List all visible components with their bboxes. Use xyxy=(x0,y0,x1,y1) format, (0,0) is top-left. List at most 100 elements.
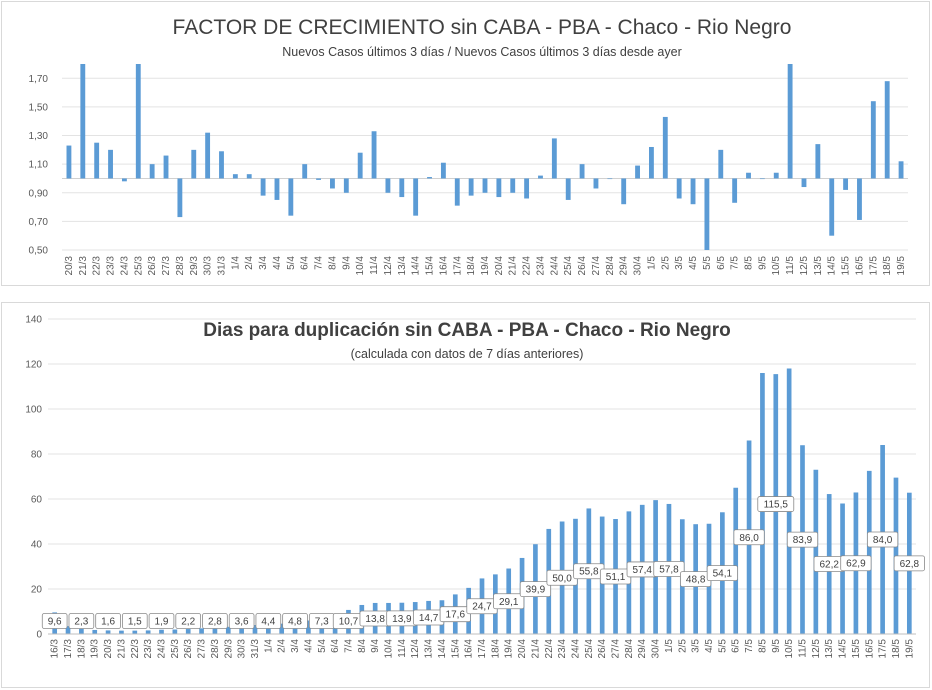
x-tick-label: 21/3 xyxy=(78,256,89,276)
x-tick-label: 25/3 xyxy=(170,639,181,659)
y-tick-label: 80 xyxy=(31,450,43,461)
data-label-box xyxy=(867,531,899,548)
x-tick-label: 13/4 xyxy=(397,256,408,276)
bar xyxy=(510,178,516,193)
x-tick-label: 12/5 xyxy=(799,256,810,276)
x-tick-label: 4/5 xyxy=(704,639,715,653)
chart-title: Dias para duplicación sin CABA - PBA - C… xyxy=(203,320,731,341)
bar xyxy=(306,620,311,634)
growth-factor-chart: FACTOR DE CRECIMIENTO sin CABA - PBA - C… xyxy=(29,16,908,276)
x-tick-label: 13/5 xyxy=(824,639,835,659)
x-tick-label: 19/3 xyxy=(90,639,101,659)
x-tick-label: 17/4 xyxy=(477,639,488,659)
bar xyxy=(132,630,138,634)
x-tick-label: 13/5 xyxy=(813,256,824,276)
x-tick-label: 29/4 xyxy=(637,639,648,659)
x-tick-label: 24/4 xyxy=(549,256,560,276)
bar xyxy=(524,178,530,199)
bar xyxy=(246,174,252,179)
data-label: 55,8 xyxy=(579,567,599,578)
x-tick-label: 6/4 xyxy=(300,256,311,270)
y-tick-label: 1,30 xyxy=(29,131,49,142)
data-label: 2,8 xyxy=(208,617,222,628)
bar xyxy=(371,131,377,179)
data-label-box xyxy=(493,593,525,610)
data-label-box xyxy=(175,613,202,629)
x-tick-label: 15/4 xyxy=(425,256,436,276)
bar xyxy=(718,149,724,179)
bar xyxy=(635,165,640,179)
data-label-box xyxy=(68,613,95,629)
x-tick-label: 15/4 xyxy=(450,639,461,659)
x-tick-label: 28/4 xyxy=(605,256,616,276)
bar xyxy=(399,178,405,198)
x-tick-label: 1/4 xyxy=(230,256,241,270)
x-tick-label: 17/3 xyxy=(63,639,74,659)
data-label-box xyxy=(653,561,685,577)
x-tick-label: 26/4 xyxy=(577,256,588,276)
x-tick-label: 30/3 xyxy=(203,256,214,276)
x-tick-label: 30/4 xyxy=(633,256,644,276)
bar xyxy=(898,161,904,179)
x-tick-label: 17/4 xyxy=(452,256,463,276)
data-label-box xyxy=(228,613,255,629)
bar xyxy=(813,469,819,634)
bar xyxy=(662,116,668,179)
x-tick-label: 27/4 xyxy=(591,256,602,276)
bar xyxy=(80,64,86,179)
bar xyxy=(105,630,111,634)
bar xyxy=(538,175,543,179)
x-tick-label: 18/4 xyxy=(490,639,501,659)
bar xyxy=(551,138,557,179)
bar xyxy=(773,172,779,179)
x-tick-label: 7/4 xyxy=(343,639,354,653)
x-tick-label: 30/4 xyxy=(651,639,662,659)
x-tick-label: 20/3 xyxy=(64,256,75,276)
x-tick-label: 4/4 xyxy=(303,639,314,653)
x-tick-label: 18/3 xyxy=(76,639,87,659)
x-tick-label: 10/5 xyxy=(771,256,782,276)
bar xyxy=(357,152,363,179)
x-tick-label: 14/4 xyxy=(411,256,422,276)
x-tick-label: 29/3 xyxy=(223,639,234,659)
bar xyxy=(607,178,613,180)
bar xyxy=(733,487,739,634)
data-label-box xyxy=(706,565,738,582)
x-tick-label: 23/4 xyxy=(557,639,568,659)
x-tick-label: 15/5 xyxy=(851,639,862,659)
bar xyxy=(413,178,419,216)
bar xyxy=(815,144,821,179)
data-label: 48,8 xyxy=(686,575,706,586)
data-label-box xyxy=(255,613,282,629)
x-tick-label: 24/3 xyxy=(119,256,130,276)
x-tick-label: 3/5 xyxy=(674,256,685,270)
bar xyxy=(343,178,349,193)
bar xyxy=(565,178,571,200)
x-tick-label: 4/4 xyxy=(272,256,283,270)
bar xyxy=(496,178,502,198)
bar xyxy=(92,629,98,634)
data-label: 10,7 xyxy=(339,617,359,628)
data-label: 115,5 xyxy=(764,500,789,511)
bar xyxy=(676,178,682,199)
bar xyxy=(266,624,271,634)
x-tick-label: 22/3 xyxy=(92,256,103,276)
x-tick-label: 20/4 xyxy=(494,256,505,276)
bar xyxy=(621,178,627,205)
x-tick-label: 30/3 xyxy=(237,639,248,659)
bar xyxy=(302,164,308,179)
x-tick-label: 6/4 xyxy=(330,639,341,653)
x-tick-label: 29/3 xyxy=(189,256,200,276)
data-label-box xyxy=(122,613,148,629)
bar xyxy=(427,177,432,179)
bar xyxy=(149,164,155,179)
bar xyxy=(219,151,224,179)
x-tick-label: 9/4 xyxy=(370,639,381,653)
bar xyxy=(330,178,335,189)
data-label: 1,6 xyxy=(101,617,115,628)
data-label: 4,8 xyxy=(288,617,302,628)
x-tick-label: 22/4 xyxy=(544,639,555,659)
x-tick-label: 10/5 xyxy=(784,639,795,659)
x-tick-label: 9/5 xyxy=(771,639,782,653)
x-tick-label: 8/4 xyxy=(357,639,368,653)
